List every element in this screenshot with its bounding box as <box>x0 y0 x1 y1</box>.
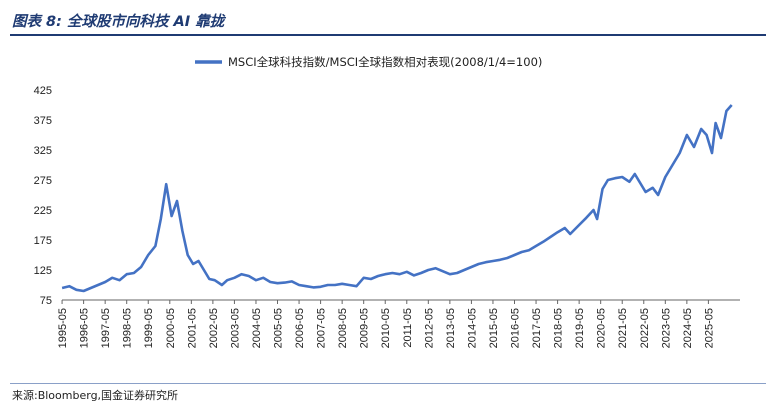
figure-title: 图表 8: 全球股市向科技 AI 靠拢 <box>12 14 225 30</box>
x-tick-label: 2010-05 <box>380 308 392 348</box>
x-tick-label: 2008-05 <box>337 308 349 348</box>
figure-title-bar: 图表 8: 全球股市向科技 AI 靠拢 <box>10 4 766 36</box>
x-tick-label: 2004-05 <box>251 308 263 348</box>
x-tick-label: 2016-05 <box>510 308 522 348</box>
x-tick-label: 2023-05 <box>660 308 672 348</box>
y-tick-label: 375 <box>34 115 52 127</box>
x-tick-label: 2007-05 <box>316 308 328 348</box>
series-line <box>61 104 733 293</box>
x-tick-label: 2021-05 <box>617 308 629 348</box>
legend: MSCI全球科技指数/MSCI全球指数相对表现(2008/1/4=100) <box>195 55 542 69</box>
x-tick-label: 2002-05 <box>208 308 220 348</box>
x-tick-label: 1998-05 <box>122 308 134 348</box>
y-tick-label: 125 <box>34 265 52 277</box>
x-tick-label: 2000-05 <box>165 308 177 348</box>
x-tick-label: 2024-05 <box>682 308 694 348</box>
y-tick-label: 175 <box>34 235 52 247</box>
source-bar: 来源:Bloomberg,国金证券研究所 <box>10 383 766 402</box>
y-tick-label: 75 <box>40 295 52 307</box>
x-tick-label: 1997-05 <box>100 308 112 348</box>
y-tick-label: 425 <box>34 85 52 97</box>
x-tick-label: 1995-05 <box>57 308 69 348</box>
x-tick-label: 2003-05 <box>229 308 241 348</box>
x-tick-label: 2014-05 <box>466 308 478 348</box>
y-tick-label: 325 <box>34 145 52 157</box>
y-tick-label: 275 <box>34 175 52 187</box>
x-tick-label: 2020-05 <box>596 308 608 348</box>
x-tick-label: 1999-05 <box>143 308 155 348</box>
x-tick-label: 2006-05 <box>294 308 306 348</box>
x-tick-label: 2011-05 <box>402 308 414 348</box>
x-tick-label: 2001-05 <box>186 308 198 348</box>
x-tick-label: 2013-05 <box>445 308 457 348</box>
y-tick-label: 225 <box>34 205 52 217</box>
x-tick-label: 2017-05 <box>531 308 543 348</box>
x-tick-label: 2012-05 <box>423 308 435 348</box>
x-tick-label: 1996-05 <box>79 308 91 348</box>
x-tick-label: 2022-05 <box>639 308 651 348</box>
x-tick-label: 2015-05 <box>488 308 500 348</box>
legend-label: MSCI全球科技指数/MSCI全球指数相对表现(2008/1/4=100) <box>228 55 542 69</box>
x-tick-label: 2025-05 <box>703 308 715 348</box>
x-tick-label: 2005-05 <box>273 308 285 348</box>
y-axis: 75 125 175 225 275 325 375 425 <box>34 85 52 307</box>
source-note: 来源:Bloomberg,国金证券研究所 <box>12 389 179 402</box>
x-tick-label: 2009-05 <box>359 308 371 348</box>
x-tick-label: 2018-05 <box>553 308 565 348</box>
x-tick-label: 2019-05 <box>574 308 586 348</box>
x-axis: 1995-05 1996-05 1997-05 1998-05 1999-05 2000-… <box>57 300 715 348</box>
